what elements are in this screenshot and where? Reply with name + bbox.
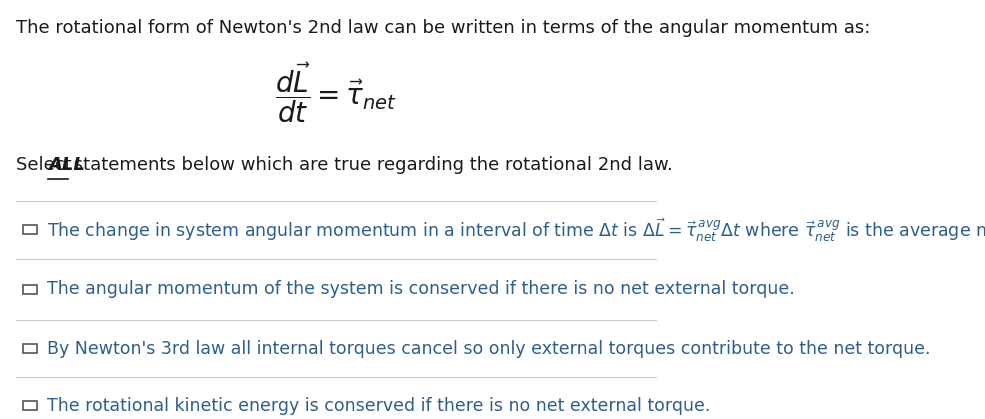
Text: The rotational kinetic energy is conserved if there is no net external torque.: The rotational kinetic energy is conserv… xyxy=(47,397,711,415)
FancyBboxPatch shape xyxy=(23,401,37,411)
Text: The angular momentum of the system is conserved if there is no net external torq: The angular momentum of the system is co… xyxy=(47,280,795,298)
Text: statements below which are true regarding the rotational 2nd law.: statements below which are true regardin… xyxy=(68,156,673,174)
Text: $\dfrac{d\vec{L}}{dt} = \vec{\tau}_{net}$: $\dfrac{d\vec{L}}{dt} = \vec{\tau}_{net}… xyxy=(275,60,397,125)
Text: The rotational form of Newton's 2nd law can be written in terms of the angular m: The rotational form of Newton's 2nd law … xyxy=(16,19,871,37)
FancyBboxPatch shape xyxy=(23,225,37,235)
FancyBboxPatch shape xyxy=(23,285,37,294)
Text: By Newton's 3rd law all internal torques cancel so only external torques contrib: By Newton's 3rd law all internal torques… xyxy=(47,340,931,358)
FancyBboxPatch shape xyxy=(23,344,37,353)
Text: The change in system angular momentum in a interval of time $\Delta t$ is $\Delt: The change in system angular momentum in… xyxy=(47,216,985,244)
Text: Select: Select xyxy=(16,156,78,174)
Text: ALL: ALL xyxy=(48,156,85,174)
